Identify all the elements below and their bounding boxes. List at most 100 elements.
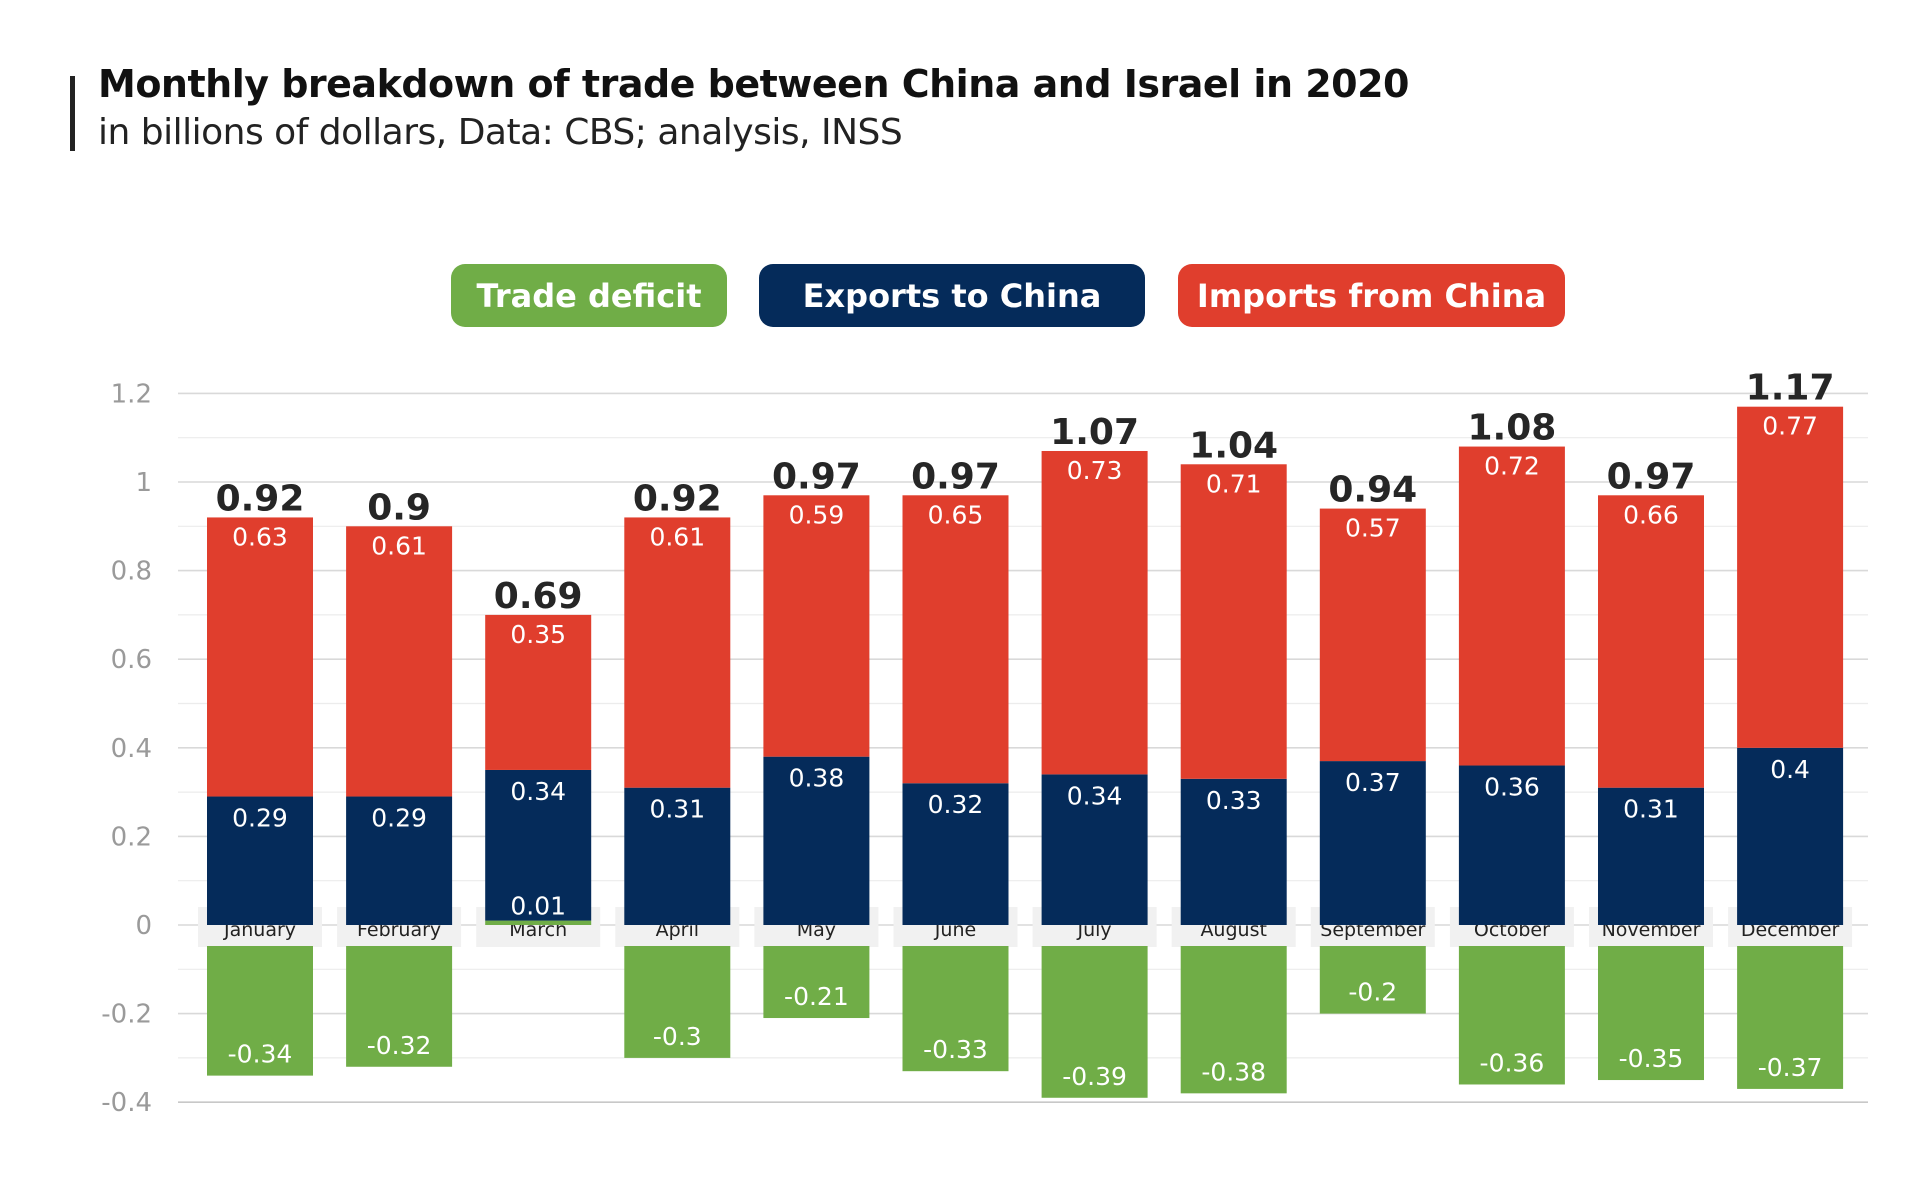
imports-bar xyxy=(624,517,731,788)
title-accent-bar xyxy=(70,76,75,151)
imports-data-label: 0.77 xyxy=(1762,412,1818,441)
imports-data-label: 0.71 xyxy=(1206,469,1262,498)
y-tick-label: -0.2 xyxy=(101,1000,152,1030)
exports-bar xyxy=(624,787,731,925)
trade-deficit-data-label: -0.3 xyxy=(653,1022,702,1051)
y-tick-label: 0.4 xyxy=(111,734,152,764)
imports-bar xyxy=(1180,464,1287,779)
exports-data-label: 0.34 xyxy=(510,777,566,806)
trade-deficit-data-label: -0.32 xyxy=(367,1031,432,1060)
trade-deficit-data-label: -0.35 xyxy=(1619,1044,1684,1073)
total-data-label: 0.92 xyxy=(216,478,305,519)
exports-data-label: 0.29 xyxy=(371,804,427,833)
y-tick-label: 0.8 xyxy=(111,557,152,587)
trade-deficit-data-label: -0.34 xyxy=(228,1040,293,1069)
total-data-label: 0.97 xyxy=(911,456,1000,497)
imports-bar xyxy=(1737,406,1844,748)
trade-deficit-bar xyxy=(763,946,870,1019)
trade-deficit-data-label: -0.39 xyxy=(1062,1062,1127,1091)
chart-subtitle: in billions of dollars, Data: CBS; analy… xyxy=(98,112,903,153)
y-tick-label: -0.4 xyxy=(101,1088,152,1118)
exports-data-label: 0.29 xyxy=(232,804,288,833)
trade-deficit-data-label: -0.21 xyxy=(784,982,849,1011)
total-data-label: 0.97 xyxy=(772,456,861,497)
exports-data-label: 0.31 xyxy=(649,795,705,824)
imports-data-label: 0.66 xyxy=(1623,500,1679,529)
legend-exports-to-china: Exports to China xyxy=(759,264,1145,327)
exports-data-label: 0.36 xyxy=(1484,773,1540,802)
exports-bar xyxy=(1598,787,1704,925)
y-tick-label: 1.2 xyxy=(111,379,152,409)
imports-bar xyxy=(1041,450,1148,775)
trade-deficit-bar xyxy=(1737,946,1844,1089)
total-data-label: 0.97 xyxy=(1607,456,1696,497)
total-data-label: 1.04 xyxy=(1189,425,1278,466)
legend-trade-deficit: Trade deficit xyxy=(451,264,727,327)
exports-bar xyxy=(1458,765,1565,925)
imports-data-label: 0.73 xyxy=(1067,456,1123,485)
imports-data-label: 0.59 xyxy=(789,500,845,529)
trade-deficit-bar xyxy=(1458,946,1565,1085)
imports-bar xyxy=(207,517,313,797)
trade-deficit-bar xyxy=(485,920,592,925)
y-tick-label: 1 xyxy=(135,468,152,498)
exports-bar xyxy=(485,769,592,921)
trade-deficit-data-label: -0.36 xyxy=(1480,1048,1545,1077)
exports-data-label: 0.37 xyxy=(1345,768,1401,797)
legend-imports-from-china: Imports from China xyxy=(1178,264,1565,327)
total-data-label: 0.69 xyxy=(494,576,583,617)
imports-data-label: 0.61 xyxy=(371,531,427,560)
chart-title: Monthly breakdown of trade between China… xyxy=(98,62,1409,106)
exports-data-label: 0.33 xyxy=(1206,786,1262,815)
trade-deficit-data-label: -0.37 xyxy=(1758,1053,1823,1082)
imports-bar xyxy=(763,495,870,757)
trade-deficit-data-label: -0.33 xyxy=(923,1035,988,1064)
imports-data-label: 0.72 xyxy=(1484,452,1540,481)
trade-deficit-bar xyxy=(902,946,1009,1072)
total-data-label: 1.08 xyxy=(1467,408,1556,449)
y-tick-label: 0.2 xyxy=(111,822,152,852)
exports-data-label: 0.32 xyxy=(928,790,984,819)
trade-deficit-bar xyxy=(207,946,313,1076)
imports-bar xyxy=(902,495,1009,784)
trade-deficit-data-label: -0.2 xyxy=(1348,978,1397,1007)
imports-data-label: 0.35 xyxy=(510,620,566,649)
exports-bar xyxy=(1737,747,1844,925)
imports-bar xyxy=(1458,446,1565,766)
trade-deficit-bar xyxy=(624,946,731,1058)
y-tick-label: 0 xyxy=(135,911,152,941)
exports-bar xyxy=(207,796,313,925)
exports-data-label: 0.34 xyxy=(1067,781,1123,810)
total-data-label: 1.07 xyxy=(1050,412,1139,453)
trade-deficit-data-label: -0.38 xyxy=(1201,1057,1266,1086)
exports-bar xyxy=(1041,774,1148,925)
exports-bar xyxy=(1180,778,1287,925)
imports-bar xyxy=(346,526,453,797)
imports-bar xyxy=(1598,495,1704,788)
exports-data-label: 0.31 xyxy=(1623,795,1679,824)
trade-deficit-bar xyxy=(1180,946,1287,1094)
exports-data-label: 0.38 xyxy=(789,764,845,793)
exports-data-label: 0.4 xyxy=(1770,755,1810,784)
imports-bar xyxy=(1319,508,1426,762)
total-data-label: 0.9 xyxy=(367,487,431,528)
trade-deficit-bar xyxy=(346,946,453,1067)
imports-data-label: 0.65 xyxy=(928,500,984,529)
imports-data-label: 0.57 xyxy=(1345,514,1401,543)
trade-deficit-bar xyxy=(1319,946,1426,1014)
total-data-label: 1.17 xyxy=(1746,368,1835,409)
trade-deficit-bar xyxy=(1598,946,1704,1081)
exports-bar xyxy=(1319,761,1426,925)
trade-deficit-bar xyxy=(1041,946,1148,1098)
trade-deficit-data-label: 0.01 xyxy=(510,892,566,921)
imports-data-label: 0.61 xyxy=(649,522,705,551)
exports-bar xyxy=(763,756,870,925)
total-data-label: 0.94 xyxy=(1328,470,1417,511)
imports-data-label: 0.63 xyxy=(232,522,288,551)
exports-bar xyxy=(902,783,1009,925)
y-tick-label: 0.6 xyxy=(111,645,152,675)
exports-bar xyxy=(346,796,453,925)
imports-bar xyxy=(485,614,592,770)
total-data-label: 0.92 xyxy=(633,478,722,519)
